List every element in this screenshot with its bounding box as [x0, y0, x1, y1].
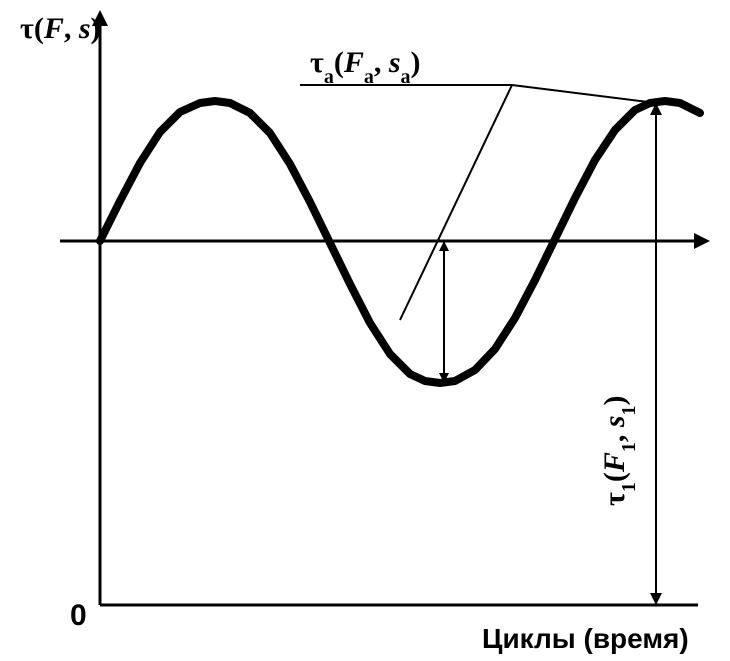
tau-1-label: τ1(F1, s1)	[598, 395, 640, 506]
leader-line-2	[512, 85, 656, 103]
y-axis-label: τ(F, s)	[20, 12, 101, 45]
origin-label: 0	[70, 599, 87, 632]
x-axis-label: Циклы (время)	[482, 623, 689, 654]
diagram: 0 τ(F, s) Циклы (время) τa(Fa, sa) τ1(F1, s1…	[0, 0, 730, 661]
leader-line-1	[400, 85, 512, 320]
tau-a-label: τa(Fa, sa)	[310, 46, 421, 88]
